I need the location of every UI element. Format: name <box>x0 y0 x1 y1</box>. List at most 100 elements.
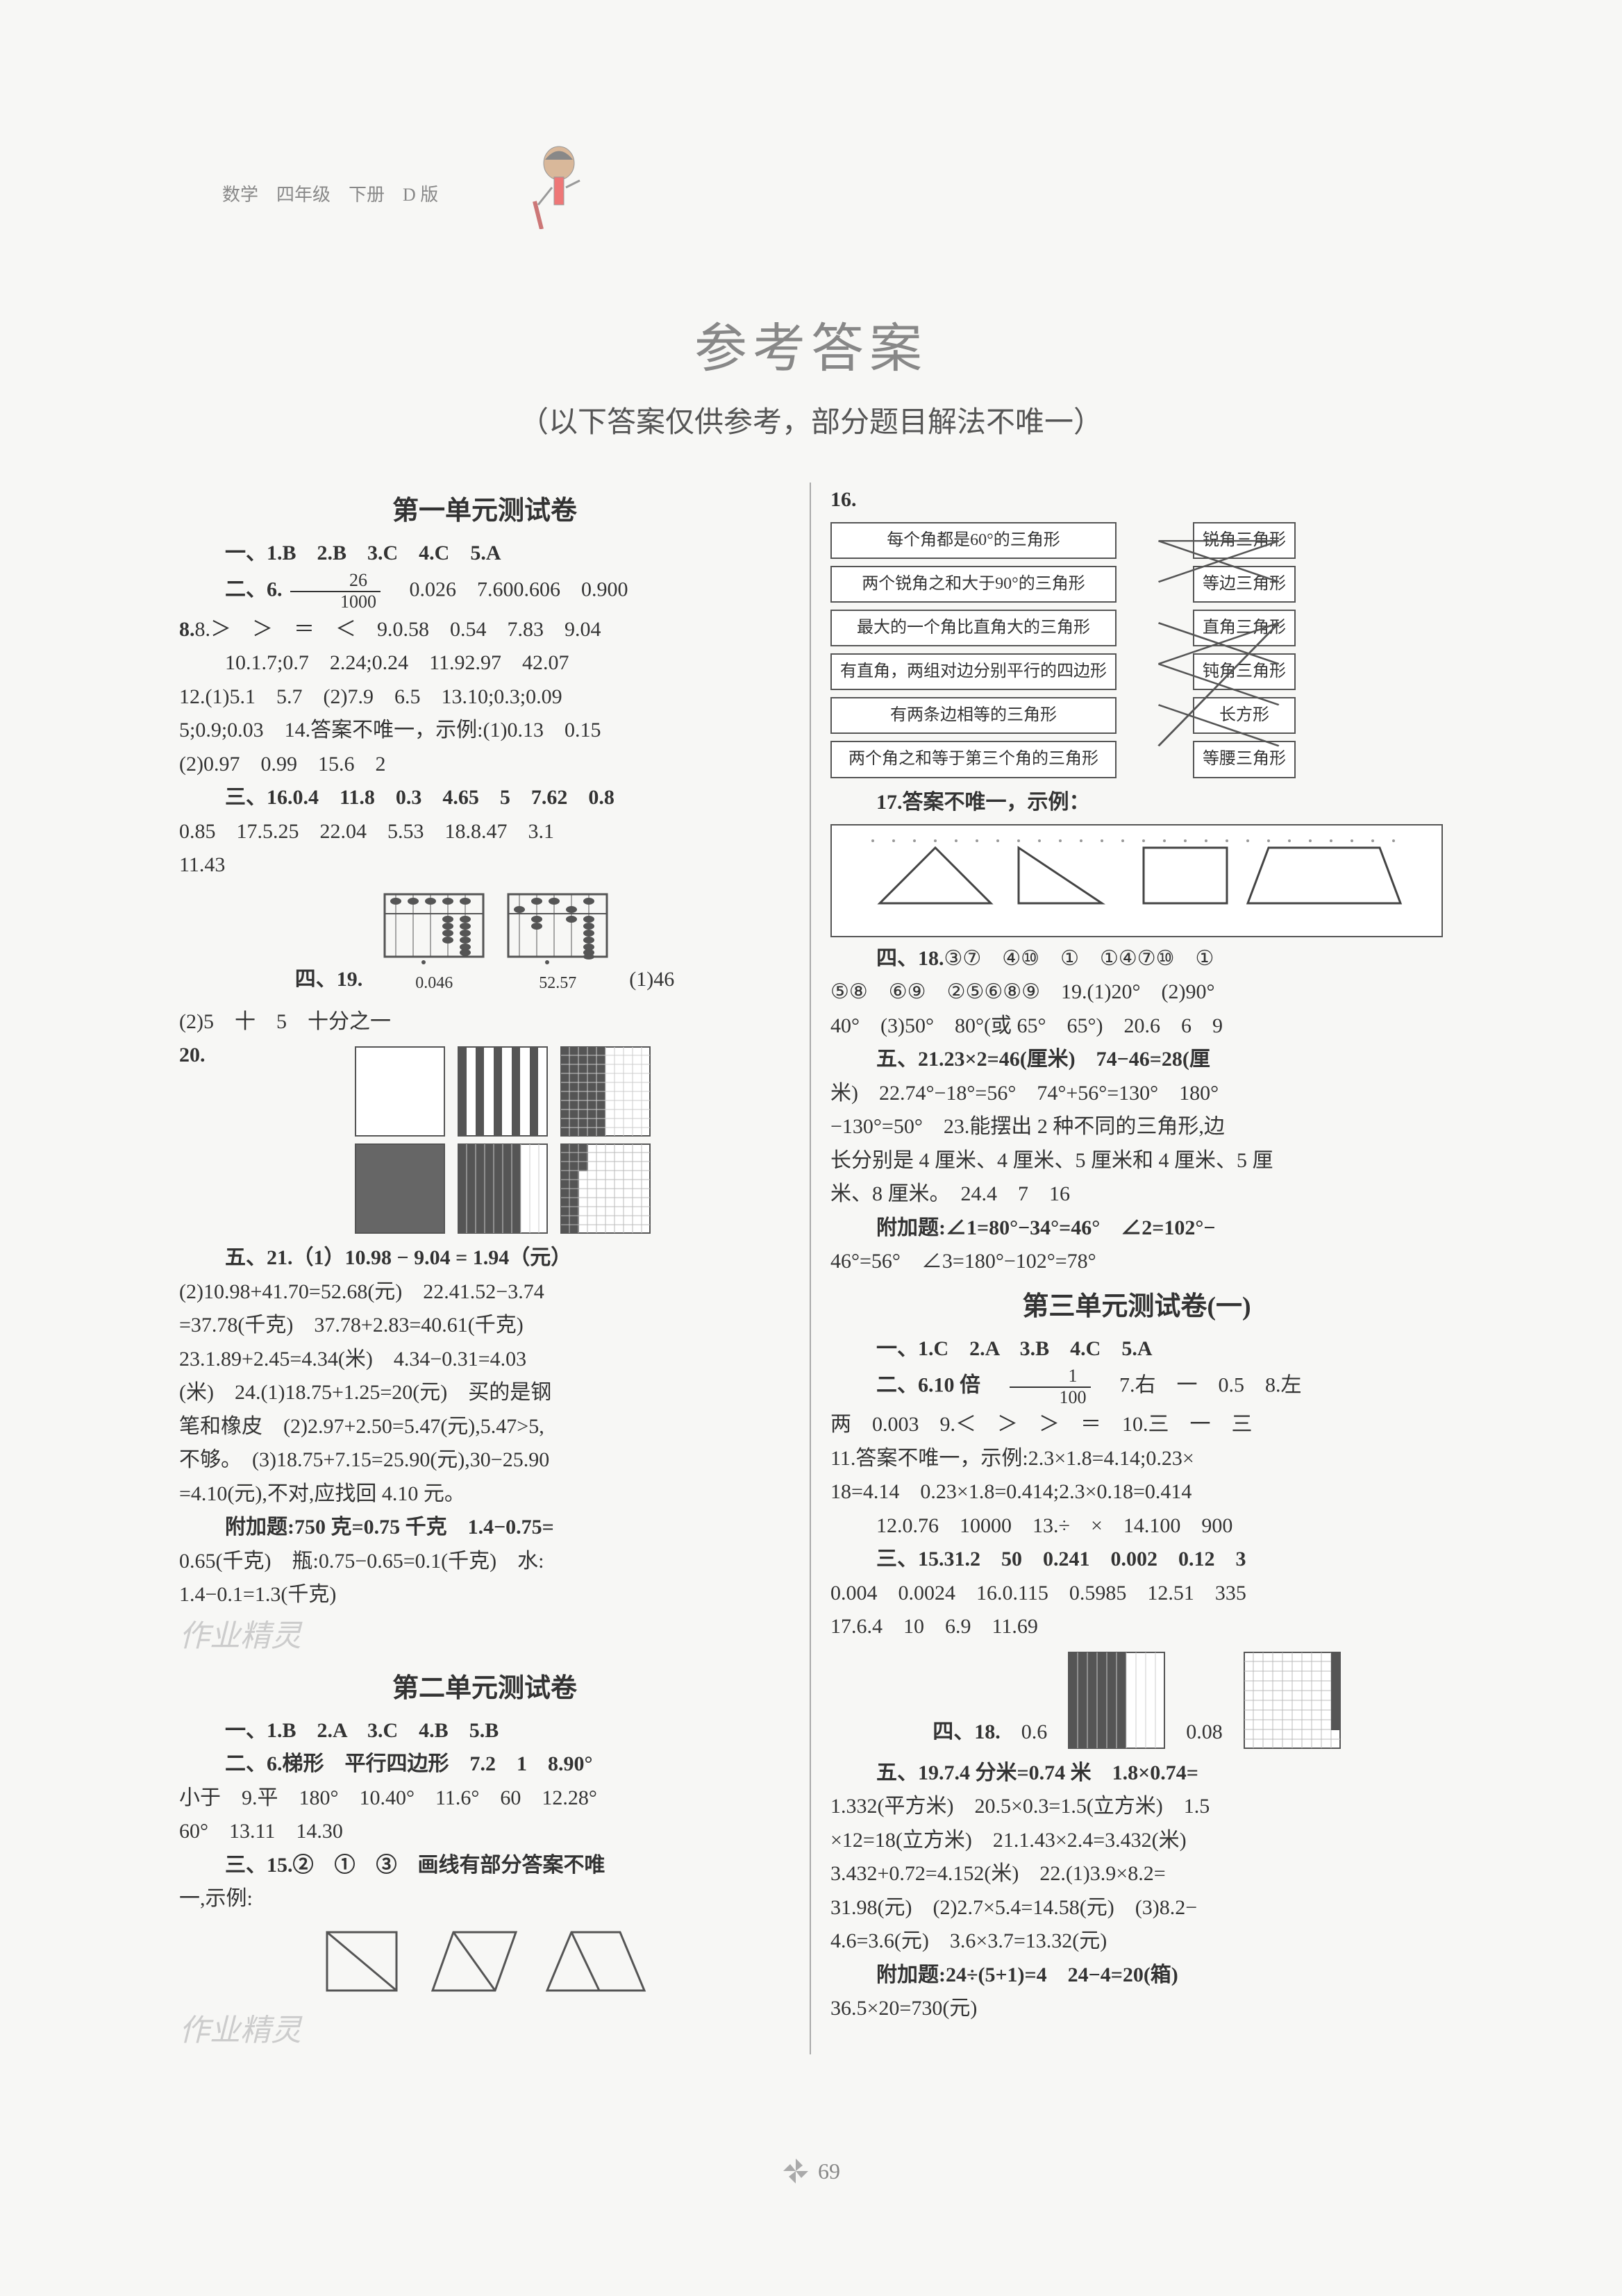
page-subtitle: （以下答案仅供参考，部分题目解法不唯一） <box>167 399 1455 441</box>
u2-q15: 三、15.② ① ③ 画线有部分答案不唯 <box>179 1850 790 1882</box>
shape-parallelogram <box>426 1927 523 1996</box>
grid-full <box>355 1143 445 1234</box>
u2-extra2: 46°=56° ∠3=180°−102°=78° <box>830 1246 1443 1278</box>
u1-q23d: 不够。 (3)18.75+7.15=25.90(元),30−25.90 <box>179 1444 790 1477</box>
u2-q15b: 一,示例: <box>179 1883 790 1916</box>
match-r-3: 钝角三角形 <box>1193 653 1296 690</box>
u2-q21c: −130°=50° 23.能摆出 2 种不同的三角形,边 <box>830 1111 1443 1143</box>
match-r-0: 锐角三角形 <box>1193 522 1296 559</box>
u2-q6c: 60° 13.11 14.30 <box>179 1816 790 1848</box>
u3-q8: 两 0.003 9.＜ ＞ ＞ ＝ 10.三 一 三 <box>830 1409 1443 1441</box>
u3-extra2: 36.5×20=730(元) <box>830 1993 1443 2025</box>
u1-q19-label: 四、19. <box>295 964 363 996</box>
u1-q21b: (2)10.98+41.70=52.68(元) 22.41.52−3.74 <box>179 1276 790 1309</box>
u2-q18b: ⑤⑧ ⑥⑨ ②⑤⑥⑧⑨ 19.(1)20° (2)90° <box>830 976 1443 1009</box>
fraction-26-1000: 26 1000 <box>290 571 381 612</box>
match-right-col: 锐角三角形 等边三角形 直角三角形 钝角三角形 长方形 等腰三角形 <box>1193 522 1296 778</box>
match-l-0: 每个角都是60°的三角形 <box>830 522 1117 559</box>
u3-extra: 附加题:24÷(5+1)=4 24−4=20(箱) <box>830 1959 1443 1992</box>
grid-008 <box>1244 1652 1341 1749</box>
u3-q18: 四、18. 0.6 0.08 <box>830 1652 1443 1749</box>
u2-q18c: 40° (3)50° 80°(或 65° 65°) 20.6 6 9 <box>830 1010 1443 1043</box>
u2-shapes <box>179 1927 790 1996</box>
shape-trapezoid <box>544 1927 648 1996</box>
u1-q20-row1 <box>215 1046 791 1137</box>
header-breadcrumb: 数学 四年级 下册 D 版 <box>222 181 438 206</box>
unit2-title: 第二单元测试卷 <box>179 1668 790 1709</box>
u3-q19c: ×12=18(立方米) 21.1.43×2.4=3.432(米) <box>830 1825 1443 1857</box>
unit3-title: 第三单元测试卷(一) <box>830 1287 1443 1327</box>
right-column: 16. 每个角都是60°的三角形 两个锐角之和大于90°的三角形 最大的一个角比… <box>811 483 1455 2054</box>
mascot-cartoon <box>528 139 590 229</box>
page-title: 参考答案 <box>167 305 1455 382</box>
u1-q16b: 0.85 17.5.25 22.04 5.53 18.8.47 3.1 <box>179 816 790 848</box>
abacus-2: 52.57 <box>505 891 610 996</box>
match-r-1: 等边三角形 <box>1193 566 1296 603</box>
match-l-5: 两个角之和等于第三个角的三角形 <box>830 741 1117 778</box>
left-column: 第一单元测试卷 一、1.B 2.B 3.C 4.C 5.A 二、6. 26 10… <box>167 483 811 2054</box>
dot-grid-shapes <box>830 824 1443 937</box>
grid-empty <box>355 1046 445 1137</box>
content-columns: 第一单元测试卷 一、1.B 2.B 3.C 4.C 5.A 二、6. 26 10… <box>167 483 1455 2054</box>
match-r-2: 直角三角形 <box>1193 610 1296 646</box>
grid-7bars <box>458 1143 548 1234</box>
u3-q17: 17.6.4 10 6.9 11.69 <box>830 1611 1443 1643</box>
watermark-1: 作业精灵 <box>179 1613 790 1660</box>
u1-q19-2: (2)5 十 5 十分之一 <box>179 1006 790 1039</box>
u1-q12: 12.(1)5.1 5.7 (2)7.9 6.5 13.10;0.3;0.09 <box>179 681 790 714</box>
u2-q1: 一、1.B 2.A 3.C 4.B 5.B <box>179 1715 790 1748</box>
grid-partial <box>560 1143 651 1234</box>
u1-q23c: 笔和橡皮 (2)2.97+2.50=5.47(元),5.47>5, <box>179 1411 790 1443</box>
u1-q23: 23.1.89+2.45=4.34(米) 4.34−0.31=4.03 <box>179 1343 790 1376</box>
page-number: 69 <box>782 2157 840 2185</box>
u2-q16-label: 16. <box>830 484 1443 517</box>
u1-q20-row2 <box>215 1143 791 1234</box>
u2-q18: 四、18.③⑦ ④⑩ ① ①④⑦⑩ ① <box>830 943 1443 975</box>
u3-q11: 11.答案不唯一，示例:2.3×1.8=4.14;0.23× <box>830 1443 1443 1475</box>
u3-q15: 三、15.31.2 50 0.241 0.002 0.12 3 <box>830 1543 1443 1576</box>
u2-q6: 二、6.梯形 平行四边形 7.2 1 8.90° <box>179 1748 790 1781</box>
u3-q19d: 3.432+0.72=4.152(米) 22.(1)3.9×8.2= <box>830 1858 1443 1891</box>
u3-q18-b: 0.08 <box>1186 1716 1223 1749</box>
u3-q15b: 0.004 0.0024 16.0.115 0.5985 12.51 335 <box>830 1577 1443 1610</box>
u2-q6b: 小于 9.平 180° 10.40° 11.6° 60 12.28° <box>179 1782 790 1815</box>
match-r-5: 等腰三角形 <box>1193 741 1296 778</box>
u3-q19b: 1.332(平方米) 20.5×0.3=1.5(立方米) 1.5 <box>830 1791 1443 1823</box>
unit1-title: 第一单元测试卷 <box>179 491 790 532</box>
u3-q18-a: 0.6 <box>1021 1716 1048 1749</box>
u1-extra: 附加题:750 克=0.75 千克 1.4−0.75= <box>179 1511 790 1544</box>
u1-extra2: 0.65(千克) 瓶:0.75−0.65=0.1(千克) 水: <box>179 1545 790 1578</box>
u1-q8: 8.8.＞ ＞ ＝ ＜ 9.0.58 0.54 7.83 9.04 <box>179 614 790 646</box>
u2-q21e: 米、8 厘米。 24.4 7 16 <box>830 1178 1443 1211</box>
match-l-1: 两个锐角之和大于90°的三角形 <box>830 566 1117 603</box>
grid-stripes <box>458 1046 548 1137</box>
match-left-col: 每个角都是60°的三角形 两个锐角之和大于90°的三角形 最大的一个角比直角大的… <box>830 522 1117 778</box>
u1-q1: 一、1.B 2.B 3.C 4.C 5.A <box>179 537 790 570</box>
u3-q1: 一、1.C 2.A 3.B 4.C 5.A <box>830 1333 1443 1366</box>
u2-extra: 附加题:∠1=80°−34°=46° ∠2=102°− <box>830 1212 1443 1245</box>
u1-q21: 五、21.（1）10.98 − 9.04 = 1.94（元） <box>179 1242 790 1275</box>
u2-q21d: 长分别是 4 厘米、4 厘米、5 厘米和 4 厘米、5 厘 <box>830 1145 1443 1178</box>
u3-q19e: 31.98(元) (2)2.7×5.4=14.58(元) (3)8.2− <box>830 1892 1443 1925</box>
u1-q20-label: 20. <box>179 1039 206 1072</box>
u1-q16: 三、16.0.4 11.8 0.3 4.65 5 7.62 0.8 <box>179 782 790 814</box>
matching-diagram: 每个角都是60°的三角形 两个锐角之和大于90°的三角形 最大的一个角比直角大的… <box>830 522 1443 778</box>
u1-q23e: =4.10(元),不对,应找回 4.10 元。 <box>179 1478 790 1511</box>
u1-q21c: =37.78(千克) 37.78+2.83=40.61(千克) <box>179 1309 790 1342</box>
u2-q21b: 米) 22.74°−18°=56° 74°+56°=130° 180° <box>830 1078 1443 1110</box>
pinwheel-icon <box>782 2157 810 2185</box>
u3-q19f: 4.6=3.6(元) 3.6×3.7=13.32(元) <box>830 1925 1443 1958</box>
u3-q11b: 18=4.14 0.23×1.8=0.414;2.3×0.18=0.414 <box>830 1476 1443 1509</box>
u1-q23b: (米) 24.(1)18.75+1.25=20(元) 买的是钢 <box>179 1377 790 1409</box>
fraction-1-100: 1 100 <box>1010 1366 1091 1407</box>
shape-square-diag <box>321 1927 405 1996</box>
u3-q18-label: 四、18. <box>933 1716 1001 1749</box>
u1-q19-abacus-row: 四、19. <box>179 891 790 996</box>
u3-q19: 五、19.7.4 分米=0.74 米 1.8×0.74= <box>830 1757 1443 1790</box>
abacus-1: 0.046 <box>382 891 486 996</box>
u2-q21: 五、21.23×2=46(厘米) 74−46=28(厘 <box>830 1044 1443 1076</box>
match-r-4: 长方形 <box>1193 697 1296 734</box>
u1-q16c: 11.43 <box>179 849 790 882</box>
u3-q6: 二、6.10 倍 1 100 7.右 一 0.5 8.左 <box>830 1366 1443 1407</box>
grid-half <box>560 1046 651 1137</box>
